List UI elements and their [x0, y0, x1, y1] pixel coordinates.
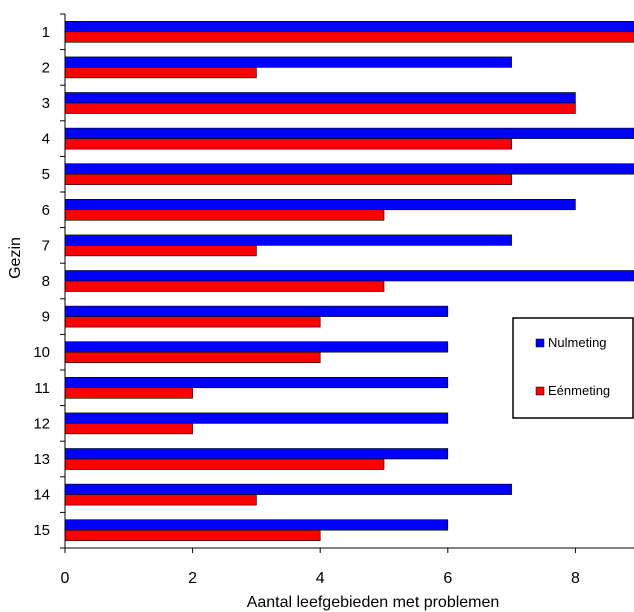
y-axis-label: Gezin — [7, 237, 24, 279]
bar-nulmeting-gezin-2 — [64, 56, 512, 68]
bar-nulmeting-gezin-15 — [64, 519, 449, 531]
bar-enmeting-gezin-14 — [64, 494, 257, 506]
bar-nulmeting-gezin-3 — [64, 92, 576, 104]
y-tick-label: 14 — [33, 487, 50, 504]
y-tick-label: 2 — [42, 59, 50, 76]
legend-swatch-eenmeting — [535, 386, 545, 396]
y-tick-label: 6 — [42, 202, 50, 219]
y-tick-label: 13 — [33, 451, 50, 468]
bar-enmeting-gezin-5 — [64, 173, 512, 185]
bar-nulmeting-gezin-14 — [64, 483, 512, 495]
bar-enmeting-gezin-15 — [64, 529, 321, 542]
bar-nulmeting-gezin-1 — [64, 20, 634, 33]
legend-swatch-nulmeting — [535, 338, 545, 348]
y-tick-label: 8 — [42, 273, 50, 290]
bar-enmeting-gezin-12 — [64, 423, 193, 435]
y-tick-label: 1 — [42, 24, 50, 41]
bar-nulmeting-gezin-10 — [64, 341, 449, 353]
legend-label-eenmeting: Eénmeting — [548, 383, 610, 398]
bar-enmeting-gezin-3 — [64, 102, 576, 114]
y-tick-label: 4 — [42, 131, 50, 148]
x-tick-label: 4 — [316, 570, 325, 587]
bar-nulmeting-gezin-7 — [64, 234, 512, 246]
x-axis-label: Aantal leefgebieden met problemen — [247, 594, 500, 611]
bar-nulmeting-gezin-8 — [64, 270, 634, 282]
bar-nulmeting-gezin-4 — [64, 127, 634, 139]
legend-label-nulmeting: Nulmeting — [548, 335, 607, 350]
legend-box — [512, 317, 634, 419]
y-tick-label: 9 — [42, 309, 50, 326]
y-tick-label: 11 — [34, 380, 50, 397]
y-tick-label: 10 — [33, 344, 50, 361]
bar-enmeting-gezin-9 — [64, 316, 321, 328]
y-tick-label: 12 — [33, 415, 50, 432]
bar-enmeting-gezin-7 — [64, 245, 257, 257]
bar-nulmeting-gezin-6 — [64, 199, 576, 211]
y-tick-label: 5 — [42, 166, 50, 183]
x-tick-label: 2 — [188, 570, 197, 587]
bar-enmeting-gezin-4 — [64, 138, 512, 150]
x-tick-label: 0 — [61, 570, 70, 587]
y-tick-label: 15 — [33, 522, 50, 539]
bar-nulmeting-gezin-11 — [64, 376, 449, 389]
bar-enmeting-gezin-8 — [64, 280, 385, 292]
bar-nulmeting-gezin-12 — [64, 412, 449, 424]
y-tick-label: 3 — [42, 95, 50, 112]
bar-nulmeting-gezin-9 — [64, 305, 449, 317]
bar-enmeting-gezin-11 — [64, 387, 193, 399]
bar-nulmeting-gezin-13 — [64, 448, 449, 460]
bar-enmeting-gezin-10 — [64, 351, 321, 364]
bar-enmeting-gezin-13 — [64, 458, 385, 470]
bars-group — [64, 20, 634, 542]
legend: Nulmeting Eénmeting — [512, 317, 634, 419]
bar-enmeting-gezin-1 — [64, 31, 634, 43]
bar-enmeting-gezin-6 — [64, 209, 385, 221]
bar-nulmeting-gezin-5 — [64, 163, 634, 175]
y-tick-label: 7 — [42, 237, 50, 254]
bar-enmeting-gezin-2 — [64, 67, 257, 79]
x-tick-label: 8 — [571, 570, 580, 587]
x-ticks: 0 2 4 6 8 — [61, 548, 580, 587]
x-tick-label: 6 — [443, 570, 452, 587]
